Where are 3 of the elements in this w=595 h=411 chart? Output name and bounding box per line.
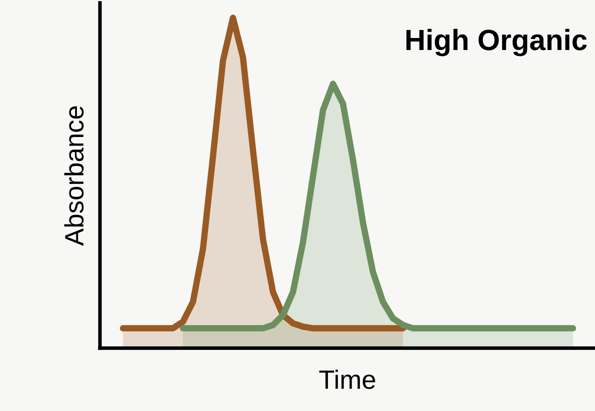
annotation: High Organic [406, 28, 587, 56]
y-axis-title: Absorbance [64, 106, 84, 246]
x-axis-title: Time [319, 370, 376, 390]
